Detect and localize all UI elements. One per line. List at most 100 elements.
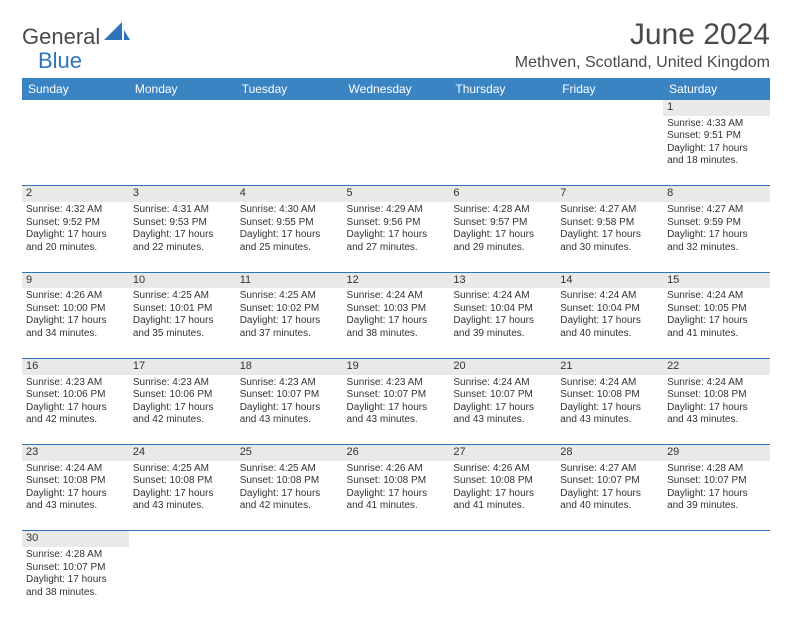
- daylight-line: Daylight: 17 hours and 20 minutes.: [26, 229, 125, 254]
- sunset-line: Sunset: 10:08 PM: [347, 475, 446, 488]
- sunrise-line: Sunrise: 4:28 AM: [667, 463, 766, 476]
- day-cell: Sunrise: 4:28 AMSunset: 9:57 PMDaylight:…: [449, 202, 556, 272]
- sunset-line: Sunset: 10:03 PM: [347, 303, 446, 316]
- day-cell: Sunrise: 4:24 AMSunset: 10:08 PMDaylight…: [556, 375, 663, 445]
- daylight-line: Daylight: 17 hours and 43 minutes.: [453, 402, 552, 427]
- day-number-cell: 23: [22, 445, 129, 461]
- day-header: Monday: [129, 78, 236, 100]
- sunset-line: Sunset: 10:08 PM: [240, 475, 339, 488]
- daylight-line: Daylight: 17 hours and 35 minutes.: [133, 315, 232, 340]
- daylight-line: Daylight: 17 hours and 41 minutes.: [453, 488, 552, 513]
- day-number-cell: 16: [22, 358, 129, 374]
- day-number-cell: 2: [22, 186, 129, 202]
- day-number-cell: 4: [236, 186, 343, 202]
- sunset-line: Sunset: 9:52 PM: [26, 217, 125, 230]
- sunrise-line: Sunrise: 4:25 AM: [240, 463, 339, 476]
- sunset-line: Sunset: 10:08 PM: [560, 389, 659, 402]
- day-cell: Sunrise: 4:30 AMSunset: 9:55 PMDaylight:…: [236, 202, 343, 272]
- calendar-table: Sunday Monday Tuesday Wednesday Thursday…: [22, 78, 770, 617]
- day-number-cell: 28: [556, 445, 663, 461]
- month-title: June 2024: [515, 18, 770, 52]
- day-header: Wednesday: [343, 78, 450, 100]
- day-cell: Sunrise: 4:24 AMSunset: 10:03 PMDaylight…: [343, 288, 450, 358]
- day-number-cell: [449, 531, 556, 547]
- day-cell: Sunrise: 4:32 AMSunset: 9:52 PMDaylight:…: [22, 202, 129, 272]
- sunset-line: Sunset: 10:08 PM: [667, 389, 766, 402]
- sunrise-line: Sunrise: 4:31 AM: [133, 204, 232, 217]
- day-number-row: 1: [22, 100, 770, 116]
- logo: General: [22, 24, 130, 50]
- sunset-line: Sunset: 10:07 PM: [26, 562, 125, 575]
- day-cell: [129, 116, 236, 186]
- day-cell: Sunrise: 4:24 AMSunset: 10:08 PMDaylight…: [22, 461, 129, 531]
- sunset-line: Sunset: 10:06 PM: [26, 389, 125, 402]
- day-number-cell: [663, 531, 770, 547]
- daylight-line: Daylight: 17 hours and 40 minutes.: [560, 488, 659, 513]
- day-number-cell: [129, 531, 236, 547]
- sunrise-line: Sunrise: 4:27 AM: [667, 204, 766, 217]
- sunrise-line: Sunrise: 4:24 AM: [347, 290, 446, 303]
- day-number-cell: 1: [663, 100, 770, 116]
- sunset-line: Sunset: 10:07 PM: [347, 389, 446, 402]
- header: General June 2024 Methven, Scotland, Uni…: [22, 18, 770, 72]
- day-header: Thursday: [449, 78, 556, 100]
- day-number-cell: 8: [663, 186, 770, 202]
- sunset-line: Sunset: 10:07 PM: [240, 389, 339, 402]
- day-number-cell: 29: [663, 445, 770, 461]
- day-cell: [556, 116, 663, 186]
- day-number-cell: 17: [129, 358, 236, 374]
- day-cell: Sunrise: 4:23 AMSunset: 10:07 PMDaylight…: [343, 375, 450, 445]
- daylight-line: Daylight: 17 hours and 22 minutes.: [133, 229, 232, 254]
- day-header: Friday: [556, 78, 663, 100]
- day-cell: Sunrise: 4:28 AMSunset: 10:07 PMDaylight…: [22, 547, 129, 617]
- daylight-line: Daylight: 17 hours and 30 minutes.: [560, 229, 659, 254]
- sunrise-line: Sunrise: 4:23 AM: [26, 377, 125, 390]
- day-header: Sunday: [22, 78, 129, 100]
- day-cell: Sunrise: 4:25 AMSunset: 10:02 PMDaylight…: [236, 288, 343, 358]
- day-number-cell: [343, 531, 450, 547]
- day-number-cell: 22: [663, 358, 770, 374]
- sunset-line: Sunset: 10:07 PM: [667, 475, 766, 488]
- day-number-cell: [22, 100, 129, 116]
- sunset-line: Sunset: 9:51 PM: [667, 130, 766, 143]
- sunrise-line: Sunrise: 4:30 AM: [240, 204, 339, 217]
- day-cell: Sunrise: 4:26 AMSunset: 10:08 PMDaylight…: [449, 461, 556, 531]
- daylight-line: Daylight: 17 hours and 38 minutes.: [347, 315, 446, 340]
- sunset-line: Sunset: 10:04 PM: [453, 303, 552, 316]
- logo-text-general: General: [22, 24, 100, 50]
- sunrise-line: Sunrise: 4:25 AM: [240, 290, 339, 303]
- day-number-cell: 5: [343, 186, 450, 202]
- day-number-cell: [449, 100, 556, 116]
- day-cell: [556, 547, 663, 617]
- day-number-cell: 19: [343, 358, 450, 374]
- day-number-cell: 25: [236, 445, 343, 461]
- day-cell: Sunrise: 4:27 AMSunset: 9:59 PMDaylight:…: [663, 202, 770, 272]
- day-cell: [22, 116, 129, 186]
- day-cell: Sunrise: 4:26 AMSunset: 10:08 PMDaylight…: [343, 461, 450, 531]
- day-cell: Sunrise: 4:24 AMSunset: 10:04 PMDaylight…: [556, 288, 663, 358]
- day-cell: [236, 547, 343, 617]
- day-number-cell: 13: [449, 272, 556, 288]
- sunrise-line: Sunrise: 4:23 AM: [347, 377, 446, 390]
- day-cell: Sunrise: 4:27 AMSunset: 9:58 PMDaylight:…: [556, 202, 663, 272]
- sunset-line: Sunset: 10:08 PM: [453, 475, 552, 488]
- sunset-line: Sunset: 9:53 PM: [133, 217, 232, 230]
- daylight-line: Daylight: 17 hours and 32 minutes.: [667, 229, 766, 254]
- sunrise-line: Sunrise: 4:26 AM: [453, 463, 552, 476]
- sunrise-line: Sunrise: 4:24 AM: [667, 290, 766, 303]
- day-number-cell: 3: [129, 186, 236, 202]
- sunrise-line: Sunrise: 4:24 AM: [667, 377, 766, 390]
- day-header-row: Sunday Monday Tuesday Wednesday Thursday…: [22, 78, 770, 100]
- day-cell: Sunrise: 4:31 AMSunset: 9:53 PMDaylight:…: [129, 202, 236, 272]
- daylight-line: Daylight: 17 hours and 29 minutes.: [453, 229, 552, 254]
- sunset-line: Sunset: 10:08 PM: [133, 475, 232, 488]
- daylight-line: Daylight: 17 hours and 39 minutes.: [667, 488, 766, 513]
- day-data-row: Sunrise: 4:33 AMSunset: 9:51 PMDaylight:…: [22, 116, 770, 186]
- day-cell: [449, 547, 556, 617]
- daylight-line: Daylight: 17 hours and 43 minutes.: [560, 402, 659, 427]
- sunrise-line: Sunrise: 4:24 AM: [453, 290, 552, 303]
- day-number-cell: 15: [663, 272, 770, 288]
- day-number-row: 23242526272829: [22, 445, 770, 461]
- sunset-line: Sunset: 9:55 PM: [240, 217, 339, 230]
- day-number-row: 2345678: [22, 186, 770, 202]
